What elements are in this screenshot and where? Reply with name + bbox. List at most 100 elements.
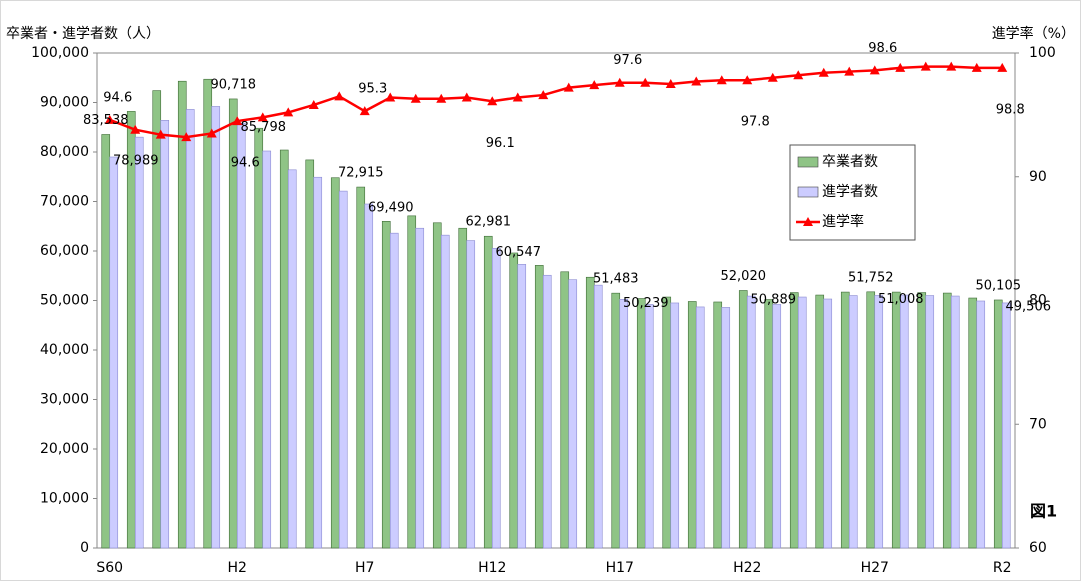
bar <box>866 291 876 549</box>
marker <box>614 77 625 87</box>
bar <box>381 221 391 549</box>
x-tick-label: H17 <box>606 560 634 576</box>
bar <box>287 169 297 549</box>
data-label: 69,490 <box>368 201 414 216</box>
y-tick-label: 60,000 <box>40 243 89 259</box>
bar <box>670 302 680 549</box>
marker <box>971 62 982 72</box>
y-tick-label: 70,000 <box>40 194 89 210</box>
bar <box>568 279 578 549</box>
bar <box>466 240 476 549</box>
data-label: 50,889 <box>751 293 797 308</box>
bar <box>891 291 901 549</box>
marker <box>181 132 192 142</box>
bar <box>517 264 527 549</box>
x-tick-label: H2 <box>228 560 247 576</box>
x-tick-label: H12 <box>478 560 506 576</box>
y-tick-label: 40,000 <box>40 342 89 358</box>
marker <box>895 62 906 72</box>
x-tick-label: S60 <box>96 560 123 576</box>
bar <box>942 292 952 549</box>
bar <box>134 136 144 549</box>
marker <box>538 90 549 100</box>
bar <box>534 265 544 549</box>
legend-swatch <box>797 156 819 168</box>
y-tick-label: 100,000 <box>31 45 89 61</box>
bar <box>262 150 272 549</box>
data-label: 85,798 <box>241 120 287 135</box>
bar <box>440 234 450 549</box>
data-label: 78,989 <box>113 154 159 169</box>
marker <box>487 96 498 106</box>
bar <box>823 298 833 549</box>
marker <box>563 82 574 92</box>
bar <box>925 295 935 549</box>
bar <box>840 291 850 549</box>
bar <box>313 176 323 549</box>
data-label: 83,538 <box>83 113 129 128</box>
bar <box>126 111 136 549</box>
bar <box>797 296 807 549</box>
marker <box>589 80 600 90</box>
y2-tick-label: 100 <box>1029 45 1056 61</box>
y-tick-label: 80,000 <box>40 144 89 160</box>
legend-label: 進学者数 <box>822 184 878 200</box>
data-label: 51,008 <box>878 292 924 307</box>
y2-tick-label: 60 <box>1029 540 1047 556</box>
legend-swatch <box>797 186 819 198</box>
bar <box>1001 302 1011 549</box>
bar <box>364 203 374 549</box>
marker <box>155 129 166 139</box>
bar <box>687 301 697 549</box>
marker <box>869 65 880 75</box>
y-tick-label: 50,000 <box>40 293 89 309</box>
legend-label: 卒業者数 <box>822 154 878 170</box>
marker <box>308 99 319 109</box>
bar <box>160 120 170 549</box>
bar <box>101 134 111 549</box>
bar <box>542 274 552 549</box>
y2-tick-label: 70 <box>1029 416 1047 432</box>
marker <box>920 61 931 71</box>
data-label: 98.8 <box>996 102 1025 117</box>
data-label: 52,020 <box>721 269 767 284</box>
bar <box>356 186 366 549</box>
bar <box>662 296 672 549</box>
bar <box>279 149 289 549</box>
bar <box>389 232 399 549</box>
bar <box>619 299 629 549</box>
data-label: 49,506 <box>1006 299 1052 314</box>
bar <box>432 222 442 549</box>
data-label: 95.3 <box>358 82 387 97</box>
bar <box>789 292 799 549</box>
bar <box>976 300 986 549</box>
y2-tick-label: 90 <box>1029 169 1047 185</box>
marker <box>716 75 727 85</box>
bar <box>917 292 927 549</box>
bar <box>746 295 756 549</box>
marker <box>946 61 957 71</box>
legend-label: 進学率 <box>822 213 864 230</box>
data-label: 72,915 <box>338 166 384 181</box>
bar <box>483 235 493 549</box>
bar <box>458 227 468 549</box>
annotation: 図1 <box>1030 502 1057 521</box>
y2-axis-title: 進学率（%） <box>992 25 1075 42</box>
y-tick-label: 0 <box>80 540 89 556</box>
bar <box>874 295 884 549</box>
bar <box>899 294 909 549</box>
bar <box>611 292 621 549</box>
y-axis-title: 卒業者・進学者数（人） <box>6 26 160 42</box>
marker <box>130 124 141 134</box>
bar <box>236 122 246 549</box>
marker <box>767 72 778 82</box>
bar <box>509 252 519 549</box>
data-label: 60,547 <box>496 245 542 260</box>
bar <box>211 106 221 549</box>
marker <box>793 70 804 80</box>
bar <box>950 295 960 549</box>
bar <box>593 284 603 549</box>
marker <box>665 78 676 88</box>
data-label: 90,718 <box>211 77 257 92</box>
